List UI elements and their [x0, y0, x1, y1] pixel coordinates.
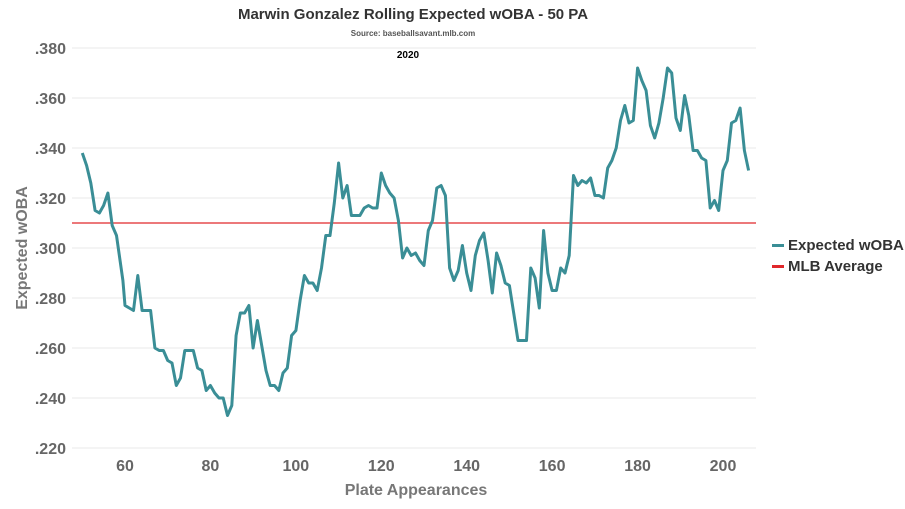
x-axis-label: Plate Appearances [345, 482, 488, 499]
chart-title: Marwin Gonzalez Rolling Expected wOBA - … [237, 6, 589, 23]
y-axis-label: Expected wOBA [14, 186, 31, 310]
y-tick-label: .380 [35, 41, 66, 58]
y-tick-label: .340 [35, 141, 66, 158]
year-annotation: 2020 [396, 50, 420, 61]
x-tick-label: 80 [202, 458, 220, 475]
expected-woba-line [80, 66, 751, 417]
x-tick-label: 120 [368, 458, 395, 475]
x-tick-label: 60 [116, 458, 134, 475]
x-tick-label: 160 [539, 458, 566, 475]
y-tick-label: .220 [35, 441, 66, 458]
y-tick-label: .240 [35, 391, 66, 408]
legend: Expected wOBA MLB Average [772, 235, 904, 277]
legend-swatch [772, 265, 784, 268]
legend-label: Expected wOBA [788, 237, 904, 254]
y-tick-label: .300 [35, 241, 66, 258]
y-tick-label: .280 [35, 291, 66, 308]
y-tick-label: .260 [35, 341, 66, 358]
legend-item-mlb-average: MLB Average [772, 256, 904, 277]
chart-subtitle: Source: baseballsavant.mlb.com [350, 29, 476, 38]
x-tick-label: 100 [283, 458, 310, 475]
legend-label: MLB Average [788, 258, 883, 275]
legend-item-expected-woba: Expected wOBA [772, 235, 904, 256]
x-tick-label: 180 [624, 458, 651, 475]
legend-swatch [772, 244, 784, 247]
y-tick-label: .360 [35, 91, 66, 108]
y-tick-label: .320 [35, 191, 66, 208]
x-tick-label: 140 [453, 458, 480, 475]
x-tick-label: 200 [710, 458, 737, 475]
